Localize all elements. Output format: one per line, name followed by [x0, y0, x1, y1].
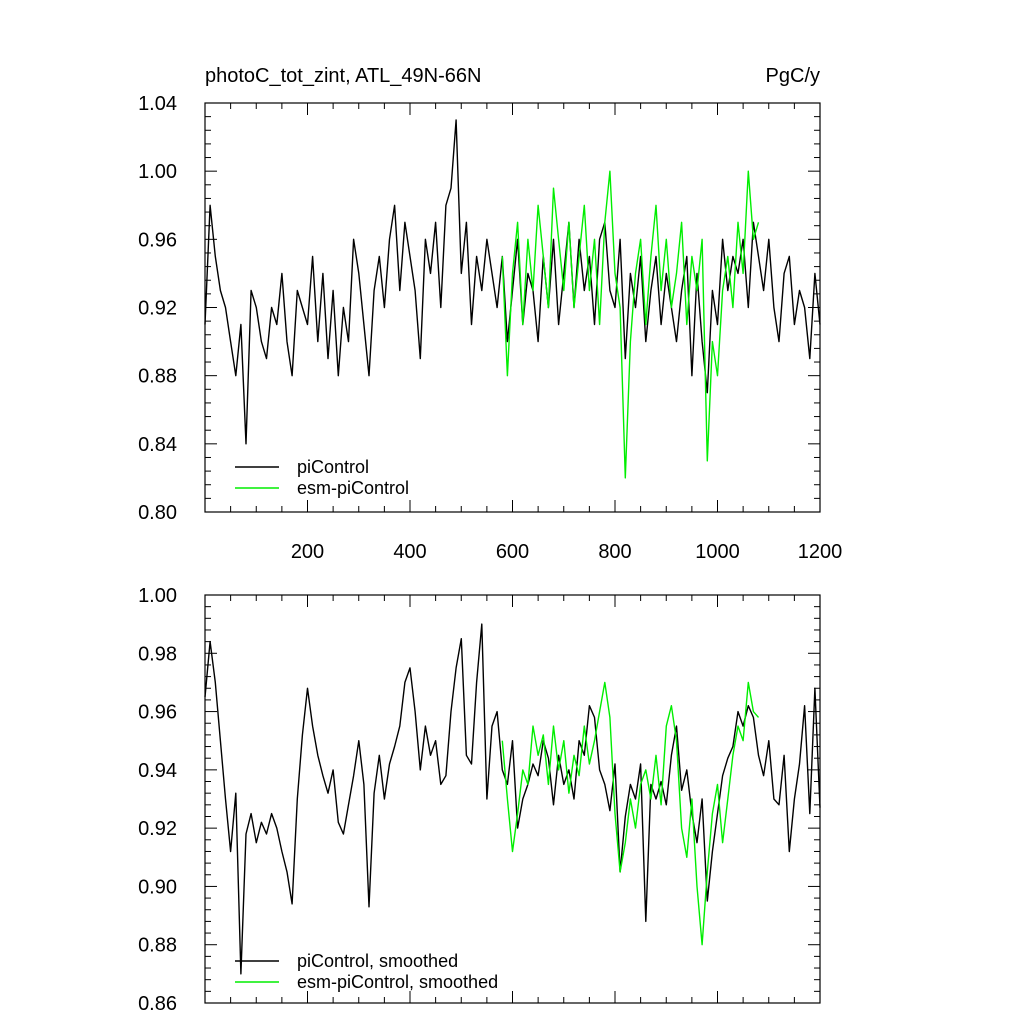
- bottom-legend-label: esm-piControl, smoothed: [297, 972, 498, 992]
- top-legend-label: piControl: [297, 457, 369, 477]
- top-y-tick-label: 0.92: [138, 298, 177, 320]
- top-y-tick-label: 0.80: [138, 502, 177, 524]
- bottom-y-tick-label: 0.94: [138, 760, 177, 782]
- top-y-tick-label: 0.96: [138, 229, 177, 251]
- top-x-tick-label: 200: [291, 541, 324, 563]
- top-y-tick-label: 1.00: [138, 161, 177, 183]
- top-x-tick-label: 1000: [695, 541, 740, 563]
- top-series-esm-picontrol-line: [501, 170, 760, 479]
- bottom-y-tick-label: 0.92: [138, 818, 177, 840]
- bottom-series-picontrol-line: [204, 623, 821, 975]
- top-y-tick-label: 0.84: [138, 434, 177, 456]
- top-x-tick-label: 1200: [798, 541, 843, 563]
- bottom-y-tick-label: 0.90: [138, 876, 177, 898]
- bottom-y-tick-label: 0.88: [138, 935, 177, 957]
- top-series-picontrol-line: [204, 119, 821, 445]
- top-x-tick-label: 400: [393, 541, 426, 563]
- bottom-y-tick-label: 0.96: [138, 702, 177, 724]
- bottom-y-tick-label: 1.00: [138, 585, 177, 607]
- top-units-label: PgC/y: [766, 65, 820, 87]
- bottom-y-tick-label: 0.98: [138, 643, 177, 665]
- top-legend-label: esm-piControl: [297, 478, 409, 498]
- bottom-legend-label: piControl, smoothed: [297, 951, 458, 971]
- bottom-series-esm-picontrol-line: [501, 681, 760, 946]
- top-chart-title: photoC_tot_zint, ATL_49N-66N: [205, 65, 481, 87]
- bottom-y-tick-label: 0.86: [138, 993, 177, 1015]
- top-panel: photoC_tot_zint, ATL_49N-66N PgC/y 0.80 0.8…: [138, 65, 842, 563]
- top-x-tick-label: 600: [496, 541, 529, 563]
- top-x-tick-label: 800: [598, 541, 631, 563]
- top-y-tick-label: 0.88: [138, 366, 177, 388]
- top-plot-frame: [204, 102, 821, 513]
- top-y-tick-label: 1.04: [138, 93, 177, 115]
- bottom-panel: 0.86 0.88 0.90 0.92 0.94 0.96 0.98 1.00 piContro…: [138, 585, 821, 1015]
